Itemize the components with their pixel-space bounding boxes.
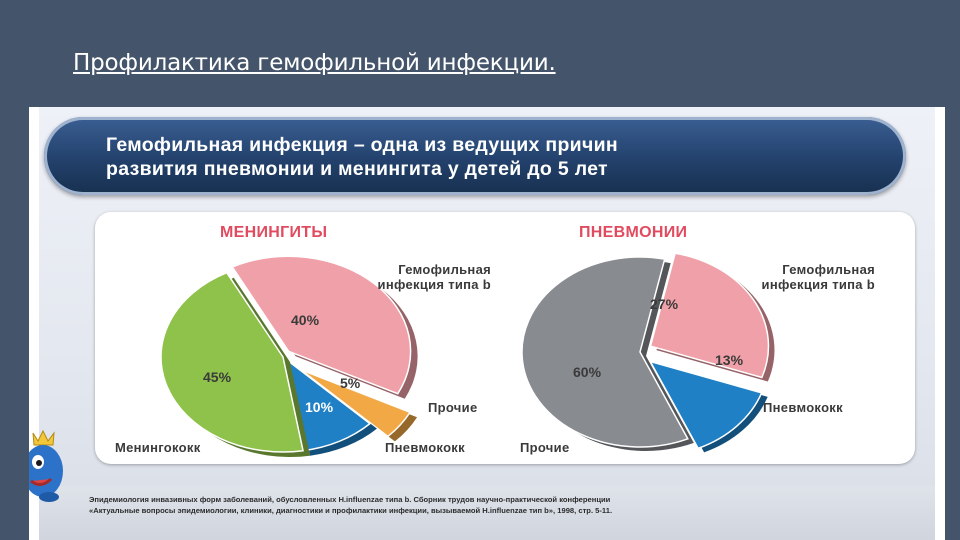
label-meningitis-pneumococcus: Пневмококк (385, 440, 465, 455)
banner-line-1: Гемофильная инфекция – одна из ведущих п… (106, 134, 618, 156)
banner: Гемофильная инфекция – одна из ведущих п… (44, 117, 906, 195)
slide-title: Профилактика гемофильной инфекции. (73, 50, 556, 76)
label-pneumonia-hib: Гемофильная инфекция типа b (761, 262, 875, 292)
label-meningitis-hib: Гемофильная инфекция типа b (377, 262, 491, 292)
pie-pneumonia (521, 252, 775, 453)
citation-line-2: «Актуальные вопросы эпидемиологии, клини… (89, 506, 613, 515)
value-meningitis-meningococcus: 45% (203, 369, 232, 385)
pie-slice-top (160, 271, 304, 453)
pie-charts (160, 252, 775, 457)
pie-slice (231, 255, 418, 399)
value-pneumonia-pneumococcus: 13% (715, 352, 744, 368)
value-pneumonia-hib: 27% (650, 296, 679, 312)
citation-line-1: Эпидемиология инвазивных форм заболевани… (89, 495, 611, 504)
label-pneumonia-pneumococcus: Пневмококк (763, 400, 843, 415)
pie-slice-top (649, 252, 770, 379)
value-meningitis-pneumococcus: 10% (305, 399, 334, 415)
pie-slice (300, 369, 418, 442)
pie-meningitis (160, 255, 418, 457)
pie-slice (649, 252, 775, 382)
infographic: Гемофильная инфекция – одна из ведущих п… (29, 107, 945, 540)
banner-text: Гемофильная инфекция – одна из ведущих п… (106, 133, 866, 181)
pie-slice-top (300, 369, 412, 438)
pie-slice-top (231, 255, 412, 395)
label-meningitis-meningococcus: Менингококк (115, 440, 201, 455)
pie-slice (281, 355, 377, 456)
mascot-illustration (29, 429, 63, 502)
pie-slice (160, 271, 311, 457)
source-citation: Эпидемиология инвазивных форм заболевани… (89, 494, 889, 516)
chart-title-meningitis: МЕНИНГИТЫ (220, 224, 328, 241)
charts-panel: МЕНИНГИТЫ Гемофильная инфекция типа b 40… (95, 212, 915, 464)
pie-slice-top (648, 360, 763, 450)
pie-slice (648, 360, 768, 453)
value-meningitis-other: 5% (340, 375, 361, 391)
value-meningitis-hib: 40% (291, 312, 320, 328)
value-pneumonia-other: 60% (573, 364, 602, 380)
pie-slice (521, 256, 694, 451)
pie-slice-top (521, 256, 689, 448)
label-pneumonia-other: Прочие (520, 440, 570, 455)
label-meningitis-other: Прочие (428, 400, 478, 415)
banner-line-2: развития пневмонии и менингита у детей д… (106, 158, 608, 180)
chart-title-pneumonia: ПНЕВМОНИИ (579, 224, 688, 241)
source-footer: Эпидемиология инвазивных форм заболевани… (39, 486, 935, 540)
